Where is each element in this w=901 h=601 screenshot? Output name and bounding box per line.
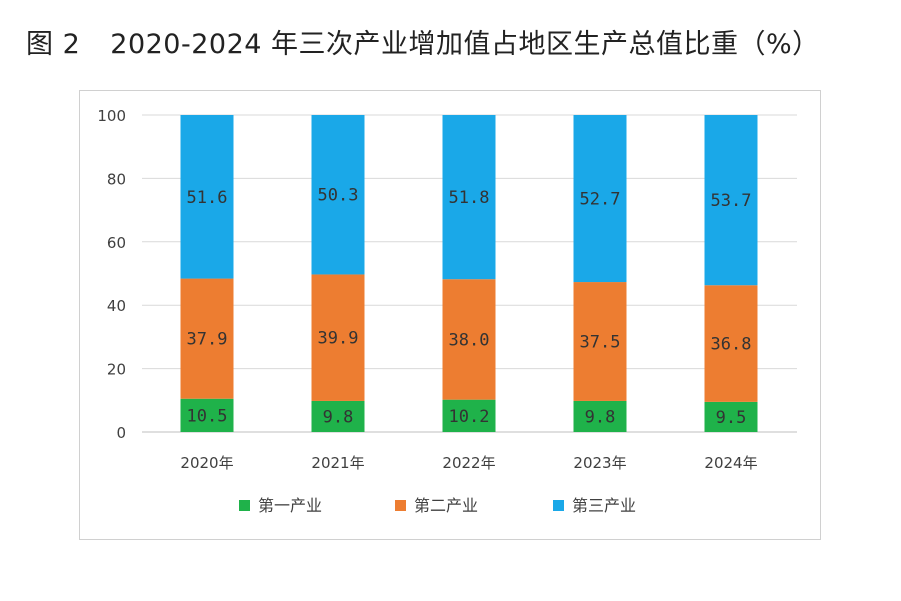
- data-label-3-4: 52.7: [580, 190, 621, 210]
- x-tick-label-4: 2023年: [573, 454, 626, 472]
- bar-2-4: [573, 282, 627, 401]
- bar-3-1: [180, 115, 234, 279]
- data-label-2-4: 37.5: [580, 332, 621, 352]
- bar-2-5: [704, 285, 758, 402]
- data-label-3-3: 51.8: [449, 188, 490, 208]
- data-label-3-2: 50.3: [318, 186, 359, 206]
- figure-title: 图 2 2020-2024 年三次产业增加值占地区生产总值比重（%）: [18, 22, 820, 61]
- data-label-3-1: 51.6: [187, 188, 228, 208]
- y-tick-label-40: 40: [107, 297, 126, 315]
- figure-number: 图 2: [26, 29, 81, 60]
- data-label-1-4: 9.8: [585, 407, 616, 427]
- y-tick-label-80: 80: [107, 170, 126, 188]
- bar-2-2: [311, 274, 365, 401]
- bar-1-1: [180, 398, 234, 432]
- legend-swatch-1: [239, 500, 250, 511]
- x-tick-label-5: 2024年: [704, 454, 757, 472]
- bar-1-3: [442, 399, 496, 432]
- legend-label-1: 第一产业: [258, 496, 322, 515]
- legend-label-3: 第三产业: [572, 496, 636, 515]
- bar-3-2: [311, 115, 365, 275]
- legend-swatch-2: [395, 500, 406, 511]
- data-label-3-5: 53.7: [711, 191, 752, 211]
- x-tick-label-2: 2021年: [311, 454, 364, 472]
- bar-2-1: [180, 278, 234, 399]
- figure-title-text: 2020-2024 年三次产业增加值占地区生产总值比重（%）: [110, 29, 820, 60]
- data-label-1-1: 10.5: [187, 406, 228, 426]
- bar-3-3: [442, 115, 496, 280]
- data-label-1-5: 9.5: [716, 408, 747, 428]
- bar-2-3: [442, 279, 496, 400]
- y-tick-label-100: 100: [97, 107, 126, 125]
- data-label-1-3: 10.2: [449, 407, 490, 427]
- x-tick-label-3: 2022年: [442, 454, 495, 472]
- y-tick-label-60: 60: [107, 234, 126, 252]
- data-label-2-1: 37.9: [187, 330, 228, 350]
- y-tick-label-0: 0: [116, 424, 126, 442]
- bar-1-2: [311, 400, 365, 432]
- data-label-2-2: 39.9: [318, 329, 359, 349]
- bar-3-5: [704, 115, 758, 286]
- bar-1-5: [704, 401, 758, 432]
- data-label-1-2: 9.8: [323, 407, 354, 427]
- legend-swatch-3: [553, 500, 564, 511]
- y-tick-label-20: 20: [107, 361, 126, 379]
- data-label-2-5: 36.8: [711, 335, 752, 355]
- legend-label-2: 第二产业: [414, 496, 478, 515]
- bar-3-4: [573, 115, 627, 283]
- data-label-2-3: 38.0: [449, 330, 490, 350]
- x-tick-label-1: 2020年: [180, 454, 233, 472]
- bar-1-4: [573, 400, 627, 432]
